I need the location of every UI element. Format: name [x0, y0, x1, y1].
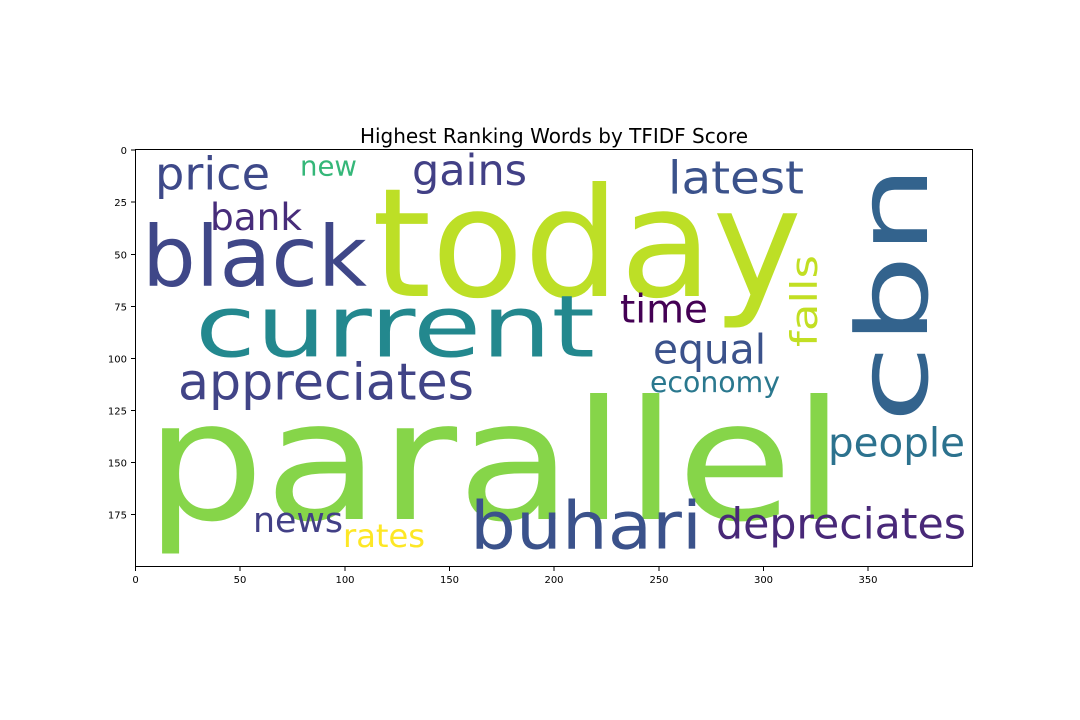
- word-rates: rates: [343, 517, 425, 555]
- word-falls: falls: [784, 255, 826, 347]
- y-tick-label: 75: [114, 303, 127, 314]
- x-tick-label: 100: [335, 575, 354, 586]
- word-cbn: cbn: [837, 165, 951, 423]
- word-time: time: [620, 288, 708, 333]
- word-latest: latest: [668, 152, 804, 205]
- word-new: new: [300, 150, 357, 183]
- x-tick-label: 50: [234, 575, 247, 586]
- y-tick-label: 50: [114, 251, 127, 262]
- x-tick-label: 0: [132, 575, 138, 586]
- y-tick-label: 100: [108, 355, 127, 366]
- word-black: black: [142, 208, 367, 306]
- axes-frame: [135, 149, 973, 567]
- word-parallel: parallel: [145, 366, 845, 559]
- x-tick-label: 250: [649, 575, 668, 586]
- x-tick-label: 200: [544, 575, 563, 586]
- word-people: people: [828, 419, 965, 467]
- word-depreciates: depreciates: [716, 500, 966, 550]
- y-tick-label: 0: [121, 146, 127, 157]
- y-axis: 0 25 50 75 100 125 150 175: [108, 146, 135, 522]
- word-current: current: [195, 279, 595, 378]
- word-price: price: [155, 148, 270, 201]
- word-economy: economy: [650, 366, 780, 399]
- y-tick-label: 150: [108, 459, 127, 470]
- x-tick-label: 350: [858, 575, 877, 586]
- word-bank: bank: [210, 195, 302, 239]
- word-gains: gains: [412, 146, 527, 196]
- plot-title: Highest Ranking Words by TFIDF Score: [359, 124, 749, 148]
- y-tick-label: 25: [114, 198, 127, 209]
- x-tick-label: 300: [754, 575, 773, 586]
- word-today: today: [372, 156, 802, 332]
- word-appreciates: appreciates: [178, 353, 474, 412]
- word-buhari: buhari: [470, 488, 702, 565]
- y-tick-label: 125: [108, 407, 127, 418]
- word-news: news: [253, 501, 343, 541]
- x-axis: 0 50 100 150 200 250 300 350: [132, 567, 878, 586]
- y-tick-label: 175: [108, 511, 127, 522]
- x-tick-label: 150: [440, 575, 459, 586]
- word-equal: equal: [653, 326, 766, 374]
